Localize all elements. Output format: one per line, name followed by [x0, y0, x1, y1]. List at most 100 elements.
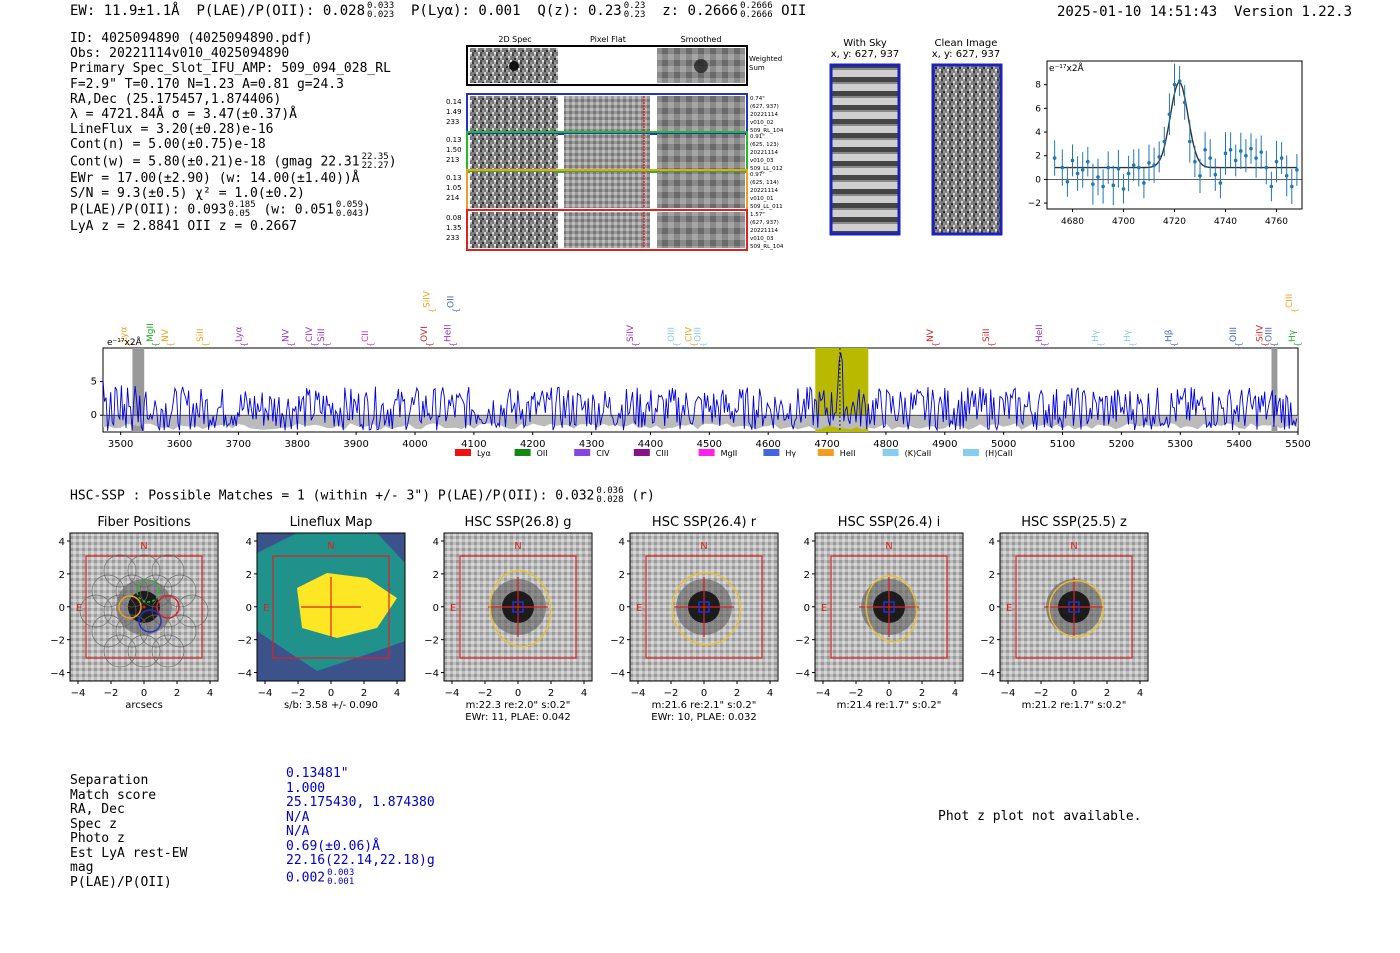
- version-label: Version 1.22.3: [1234, 4, 1353, 20]
- source-marker: [698, 601, 710, 613]
- zoom-data-point: [1106, 165, 1110, 170]
- hsc-panel-title: Lineflux Map: [290, 515, 373, 530]
- spectral-line-brace: {: [987, 342, 996, 347]
- hsc-panel-caption: m:22.3 re:2.0" s:0.2": [466, 700, 571, 711]
- hsc-xtick-label: 4: [952, 688, 958, 699]
- info-contw-hi: 22.35: [361, 151, 389, 162]
- zoom-data-point: [1223, 151, 1228, 156]
- hsc-xtick-label: 2: [174, 688, 180, 699]
- spectral-line-brace: {: [690, 342, 699, 347]
- hsc-xtick-label: 2: [919, 688, 925, 699]
- hsc-xtick-label: 0: [328, 688, 334, 699]
- search-box: [645, 555, 763, 659]
- match-label-specz: Spec z: [70, 816, 117, 832]
- header-qz-hi: 0.23: [623, 1, 646, 11]
- cutout-row-right-value: 20221114: [750, 112, 778, 118]
- north-label: N: [514, 541, 521, 552]
- spectral-line-label: Lyα: [120, 326, 130, 342]
- legend-swatch: [698, 449, 715, 456]
- aperture-ellipse: [865, 575, 918, 643]
- legend-swatch: [817, 449, 834, 456]
- spectrum-xtick-label: 3600: [167, 439, 192, 450]
- match-plae-lo: 0.001: [327, 876, 355, 887]
- zoom-data-point: [1126, 171, 1131, 176]
- spectral-line-brace: {: [1270, 342, 1279, 347]
- info-lambda: λ = 4721.84Å σ = 3.47(±0.37)Å: [70, 107, 297, 123]
- spectral-line-brace: {: [310, 342, 319, 347]
- header-right: 2025-01-10 14:51:43 Version 1.22.3: [1057, 4, 1352, 20]
- legend-label: CIV: [596, 449, 610, 458]
- timestamp: 2025-01-10 14:51:43: [1057, 4, 1218, 20]
- hsc-panel-title: HSC SSP(26.8) g: [464, 515, 571, 530]
- spectral-line-brace: {: [125, 342, 134, 347]
- zoom-data-point: [1203, 148, 1207, 152]
- lineflux-peak-region: [297, 573, 397, 638]
- legend-label: HeII: [840, 449, 856, 458]
- zoom-xtick-label: 4720: [1163, 217, 1186, 227]
- hsc-ytick-label: 4: [619, 537, 625, 548]
- source-marker: [512, 601, 524, 613]
- zoom-data-point: [1239, 149, 1243, 153]
- hsc-xtick-label: −4: [445, 688, 460, 699]
- spectrum-masked-band: [132, 348, 145, 432]
- match-labels: Separation Match score RA, Dec Spec z Ph…: [70, 773, 187, 890]
- fiber-circle: [139, 574, 173, 608]
- spectral-line-brace: {: [699, 342, 708, 347]
- zoom-data-point: [1279, 156, 1284, 160]
- hsc-ytick-label: −4: [237, 669, 252, 680]
- east-label: E: [76, 603, 82, 614]
- info-ewr: EWr = 17.00(±2.90) (w: 14.00(±1.40))Å: [70, 170, 360, 186]
- spectral-line-brace: {: [286, 342, 295, 347]
- hsc-panel: HSC SSP(25.5) z 4 2 0 −2 −4 −4 −2 0 2 4 N Em:21.2 re…: [980, 515, 1149, 711]
- spectrum-xtick-label: 4400: [638, 439, 663, 450]
- zoom-axes: 8 6 4 2 0 −2 4680 4700 4720 4740 4760: [1028, 81, 1289, 227]
- hsc-panel: Lineflux Map 4 2 0 −2 −4 −4 −2 0 2 4 N Es/b: 3.58 +/…: [237, 515, 406, 711]
- clean-image-title-text: Clean Image: [934, 38, 998, 49]
- col-smoothed: Smoothed: [681, 35, 722, 44]
- hsc-xtick-label: 0: [701, 688, 707, 699]
- fiber-circle: [163, 574, 197, 608]
- cutout-row-right-value: 0.97": [750, 172, 765, 178]
- hsc-xtick-label: −4: [258, 688, 273, 699]
- cutout-row-right-value: v010_01: [750, 196, 774, 202]
- zoom-data-point: [1274, 159, 1279, 164]
- hsc-ytick-label: 0: [989, 603, 995, 614]
- weighted-source-dot: [509, 61, 519, 71]
- spectrum-unit-label: e⁻¹⁷x2Å: [107, 336, 143, 348]
- zoom-data-point: [1295, 168, 1299, 172]
- hsc-xtick-label: 2: [548, 688, 554, 699]
- search-box: [1015, 555, 1133, 659]
- legend-swatch: [763, 449, 780, 456]
- zoom-data-point: [1075, 171, 1080, 176]
- legend-swatch: [514, 449, 531, 456]
- fiber-red: [156, 595, 180, 619]
- hsc-xtick-label: 2: [1104, 688, 1110, 699]
- spectral-line-label: OII: [446, 296, 456, 308]
- spectrum-xtick-label: 5400: [1226, 439, 1251, 450]
- fiber-circle: [79, 594, 113, 628]
- spectrum-xtick-label: 4000: [402, 439, 427, 450]
- match-value-photoz: N/A: [286, 824, 310, 839]
- with-sky-title-text: With Sky: [843, 38, 887, 49]
- legend-label: (K)CaII: [905, 449, 932, 458]
- cutout-row-right-value: 509_LL_012: [750, 166, 783, 172]
- full-spectrum: Lyα{MgII{NV{SiII{Lyα{NV{CIV{SiII{CII{OVI…: [91, 290, 1311, 458]
- hsc-ytick-label: 0: [619, 603, 625, 614]
- legend-swatch: [963, 449, 979, 456]
- cutout-row-left-value: 1.05: [446, 184, 462, 192]
- header-qz: Q(z): 0.23: [537, 3, 622, 19]
- spectral-line-label: OIII: [667, 327, 677, 342]
- spectral-line-brace: {: [1234, 342, 1243, 347]
- spectral-line-label: SiIV: [1256, 324, 1266, 342]
- spectral-line-brace: {: [322, 342, 331, 347]
- match-plae-hi: 0.003: [327, 867, 355, 878]
- info-sn: S/N = 9.3(±0.5) χ² = 1.0(±0.2): [70, 185, 305, 201]
- fiber-circle: [103, 634, 137, 668]
- zoom-data-point: [1162, 139, 1167, 144]
- with-sky-coords: x, y: 627, 937: [830, 49, 900, 60]
- spectrum-xtick-label: 5000: [991, 439, 1016, 450]
- spectral-line-label: OIII: [694, 327, 704, 342]
- spectral-line-label: Hγ: [1123, 329, 1133, 342]
- with-sky-title: With Sky x, y: 627, 937: [830, 38, 900, 60]
